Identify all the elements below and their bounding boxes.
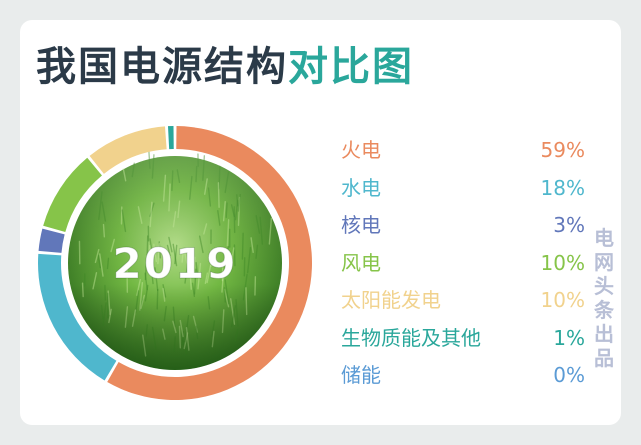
legend-value: 3% — [553, 213, 585, 237]
legend-row: 风电 10% — [341, 245, 585, 283]
legend-value: 10% — [540, 288, 585, 312]
center-image-shade — [68, 156, 282, 370]
legend-row: 储能 0% — [341, 357, 585, 395]
legend-row: 生物质能及其他 1% — [341, 320, 585, 358]
watermark: 电网头条出品 — [594, 226, 614, 370]
donut-chart: 2019 — [37, 126, 312, 400]
legend-label: 生物质能及其他 — [341, 325, 481, 350]
legend-label: 储能 — [341, 363, 381, 387]
legend-row: 太阳能发电 10% — [341, 282, 585, 320]
legend-value: 59% — [540, 138, 585, 162]
legend-label: 太阳能发电 — [341, 288, 441, 312]
legend-value: 18% — [540, 175, 585, 200]
chart-legend: 火电 59% 水电 18% 核电 3% 风电 10% 太阳能发电 10% 生物质能及其他 1% 储能 0% — [341, 132, 585, 395]
donut-slice-3 — [38, 228, 65, 253]
center-year-label: 2019 — [113, 239, 238, 288]
legend-label: 火电 — [341, 138, 381, 162]
legend-label: 核电 — [341, 213, 381, 237]
donut-slice-6 — [167, 126, 174, 150]
legend-value: 1% — [553, 325, 585, 350]
legend-row: 核电 3% — [341, 207, 585, 245]
donut-slices — [37, 126, 312, 400]
donut-slice-5 — [89, 126, 167, 174]
chart-title-main: 我国电源结构 — [36, 44, 288, 90]
legend-value: 0% — [553, 363, 585, 387]
donut-slice-1 — [107, 126, 312, 400]
chart-title: 我国电源结构对比图 — [36, 34, 414, 92]
legend-label: 风电 — [341, 250, 381, 275]
donut-slice-2 — [37, 253, 117, 381]
donut-slice-4 — [43, 157, 102, 233]
legend-row: 火电 59% — [341, 132, 585, 170]
legend-row: 水电 18% — [341, 170, 585, 208]
legend-value: 10% — [540, 250, 585, 275]
chart-title-accent: 对比图 — [288, 44, 414, 90]
legend-label: 水电 — [341, 175, 381, 200]
